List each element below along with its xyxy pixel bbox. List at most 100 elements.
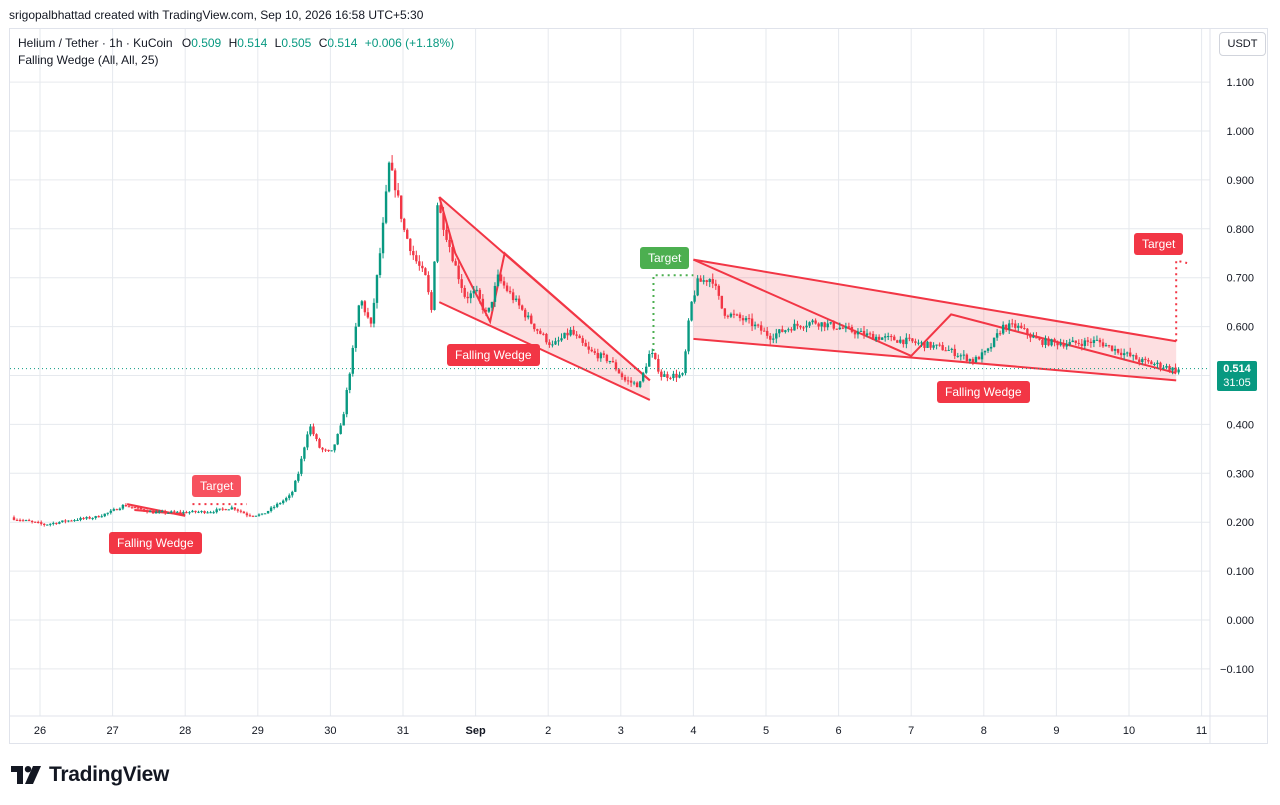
candle-body <box>1035 336 1038 339</box>
candle-body <box>242 511 246 514</box>
falling-wedge-label-3[interactable]: Falling Wedge <box>937 381 1030 403</box>
candle-body <box>266 511 270 514</box>
candle-body <box>18 519 22 521</box>
candle-body <box>1177 369 1180 373</box>
candle-body <box>378 253 382 276</box>
candle-body <box>275 503 279 507</box>
candle-body <box>103 513 106 517</box>
candle-body <box>421 265 424 269</box>
candle-body <box>221 508 224 510</box>
candle-body <box>811 320 814 323</box>
candle-body <box>593 351 596 353</box>
candle-body <box>505 285 509 291</box>
candle-body <box>30 521 34 523</box>
candle-body <box>272 506 276 508</box>
candle-body <box>602 353 606 355</box>
candle-body <box>475 289 479 291</box>
candle-body <box>1171 367 1174 371</box>
candle-body <box>890 336 893 338</box>
candle-body <box>744 318 748 321</box>
legend-indicator[interactable]: Falling Wedge (All, All, 25) <box>18 53 159 67</box>
y-tick-label: 0.900 <box>1226 175 1254 187</box>
candle-body <box>1071 340 1074 343</box>
falling-wedge-label-2[interactable]: Falling Wedge <box>447 344 540 366</box>
candle-body <box>306 434 309 448</box>
candle-body <box>418 261 421 266</box>
candle-body <box>684 351 687 374</box>
tradingview-logo[interactable]: TradingView <box>11 762 169 788</box>
target-label-2[interactable]: Target <box>640 247 690 269</box>
candle-body <box>793 323 796 331</box>
candle-body <box>363 301 367 313</box>
candle-body <box>678 374 681 378</box>
legend-high: 0.514 <box>237 36 268 50</box>
candle-body <box>1156 362 1159 364</box>
candle-body <box>1014 323 1017 328</box>
candle-body <box>711 279 714 284</box>
legend-change: +0.006 (+1.18%) <box>364 36 455 50</box>
candle-body <box>1135 355 1138 360</box>
candle-body <box>874 336 878 341</box>
candle-body <box>820 322 823 327</box>
candle-body <box>157 511 161 513</box>
candle-body <box>902 339 905 345</box>
candle-body <box>269 507 273 512</box>
candle-body <box>194 510 197 513</box>
candle-body <box>841 327 845 329</box>
candle-body <box>599 353 603 359</box>
candle-body <box>254 515 258 517</box>
candle-body <box>944 350 947 352</box>
candle-body <box>200 511 203 513</box>
y-tick-label: 0.800 <box>1226 224 1254 236</box>
candle-body <box>233 507 237 510</box>
x-tick-label: 8 <box>981 725 987 737</box>
y-tick-label: 1.100 <box>1226 77 1254 89</box>
chart-legend: Helium / Tether · 1h · KuCoin O0.509 H0.… <box>18 35 454 69</box>
candle-body <box>527 315 530 318</box>
candle-body <box>448 239 451 247</box>
candle-body <box>762 330 766 332</box>
candle-body <box>188 512 191 514</box>
candle-body <box>1004 324 1008 330</box>
candle-body <box>49 523 52 525</box>
candle-body <box>1053 339 1056 342</box>
candle-body <box>638 381 642 388</box>
header-bar: srigopalbhattad created with TradingView… <box>0 0 1280 28</box>
candle-body <box>539 330 542 334</box>
candle-body <box>118 508 122 511</box>
candle-body <box>847 326 851 328</box>
candle-body <box>998 333 1002 335</box>
candle-body <box>478 289 482 299</box>
candle-body <box>245 513 249 516</box>
candle-body <box>127 506 131 508</box>
candle-body <box>439 205 442 213</box>
currency-button[interactable]: USDT <box>1219 32 1266 56</box>
candle-body <box>297 473 300 481</box>
axis-layer: 1.1001.0000.9000.8000.7000.6000.5000.400… <box>10 29 1267 743</box>
candle-body <box>436 205 439 262</box>
candle-body <box>1125 352 1129 354</box>
candle-body <box>179 511 182 513</box>
legend-symbol[interactable]: Helium / Tether · 1h · KuCoin <box>18 36 173 50</box>
falling-wedge-label-1[interactable]: Falling Wedge <box>109 532 202 554</box>
candle-body <box>720 295 724 309</box>
candle-body <box>511 292 515 301</box>
candle-body <box>654 352 657 359</box>
candle-body <box>623 377 627 381</box>
target-label-3[interactable]: Target <box>1134 233 1184 255</box>
candle-body <box>321 447 324 450</box>
candle-body <box>433 261 436 310</box>
candle-body <box>908 337 911 339</box>
target-label-1[interactable]: Target <box>192 475 242 497</box>
candle-body <box>726 315 730 317</box>
candle-body <box>55 522 58 524</box>
chart-frame[interactable] <box>9 28 1268 744</box>
candle-body <box>614 362 618 370</box>
candle-body <box>514 298 518 301</box>
candle-body <box>469 293 472 299</box>
candle-body <box>741 318 745 321</box>
candle-body <box>968 359 972 361</box>
candle-body <box>384 191 388 223</box>
candle-body <box>632 382 636 384</box>
